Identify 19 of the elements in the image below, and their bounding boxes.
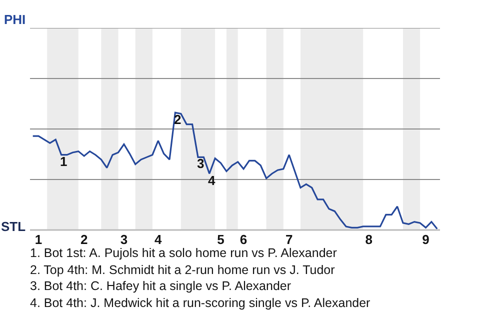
text: 4. Bot 4th: J. Medwick hit a run-scoring single vs P. Alexander [30,296,370,310]
x-tick-label: 6 [240,232,248,247]
x-tick-label: 1 [34,232,42,247]
annotation: 4 [208,173,216,188]
text: 2. Top 4th: M. Schmidt hit a 2-run home run vs J. Tudor [30,263,335,277]
x-tick-label: 4 [154,232,163,247]
annotation: 2 [174,112,182,127]
x-tick-label: 7 [285,232,293,247]
x-tick-label: 3 [120,232,128,247]
text: 3. Bot 4th: C. Hafey hit a single vs P. Alexander [30,279,292,293]
x-tick-label: 9 [422,232,430,247]
text: 1. Bot 1st: A. Pujols hit a solo home run vs P. Alexander [30,246,337,260]
annotation: 3 [197,156,204,171]
x-tick-label: 5 [217,232,224,247]
x-tick-label: 8 [365,232,372,247]
annotation: 1 [60,154,68,169]
text: PHI [4,12,26,27]
text: STL [1,219,26,234]
x-tick-label: 2 [80,232,88,247]
